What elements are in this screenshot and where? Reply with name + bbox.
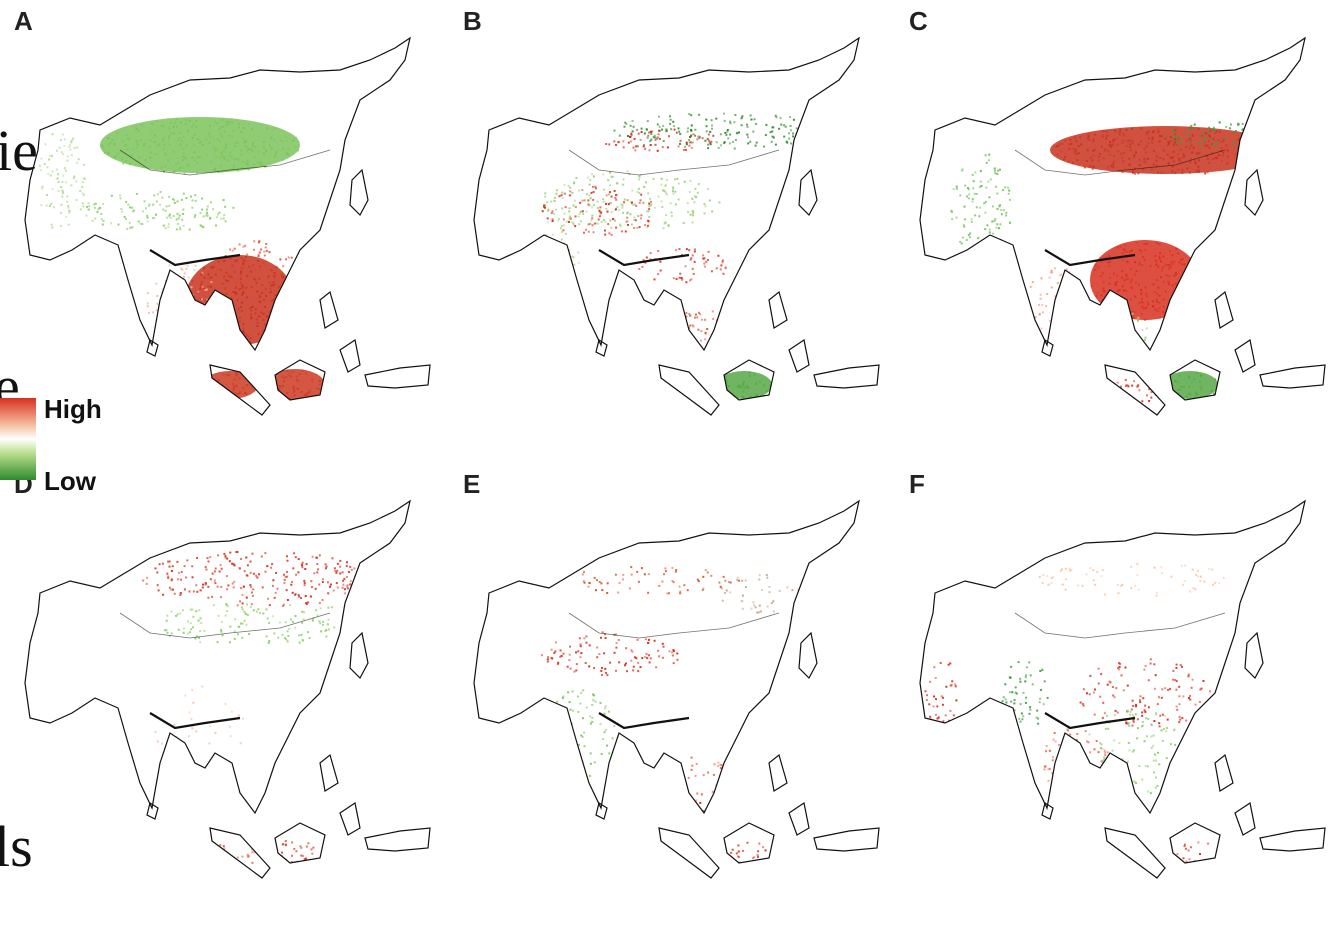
coastline-outline	[24, 499, 431, 879]
asia-map-e	[473, 499, 880, 879]
legend-gradient-bar	[0, 398, 36, 480]
coastline-outline	[473, 499, 880, 879]
asia-map-d	[24, 499, 431, 879]
map-panel-c: C	[895, 0, 1342, 463]
coastline-outline	[24, 36, 431, 416]
color-legend: High Low	[0, 394, 120, 496]
panel-label-a: A	[14, 6, 33, 36]
coastline-outline	[919, 36, 1326, 416]
map-fill-layer	[540, 566, 800, 869]
map-panel-a: A	[0, 0, 447, 463]
coastline-outline	[473, 36, 880, 416]
map-fill-layer	[142, 551, 381, 869]
map-panel-e: E	[449, 463, 896, 926]
map-fill-layer	[950, 121, 1286, 404]
asia-map-a	[24, 36, 431, 416]
map-fill-layer	[38, 117, 325, 401]
panel-label-b: B	[463, 6, 482, 36]
legend-low-label: Low	[44, 466, 96, 496]
asia-map-f	[919, 499, 1326, 879]
map-panel-b: B	[449, 0, 896, 463]
map-panel-d: D	[0, 463, 447, 926]
legend-high-label: High	[44, 394, 102, 424]
panel-label-e: E	[463, 469, 481, 499]
map-panel-f: F	[895, 463, 1342, 926]
panel-label-f: F	[909, 469, 925, 499]
asia-map-b	[473, 36, 880, 416]
background-text-fragment-bottom: ls	[0, 814, 33, 879]
background-text-fragment-top: ie	[0, 118, 38, 183]
coastline-outline	[919, 499, 1326, 879]
map-fill-layer	[922, 563, 1225, 865]
asia-map-c	[919, 36, 1326, 416]
panel-label-c: C	[909, 6, 928, 36]
